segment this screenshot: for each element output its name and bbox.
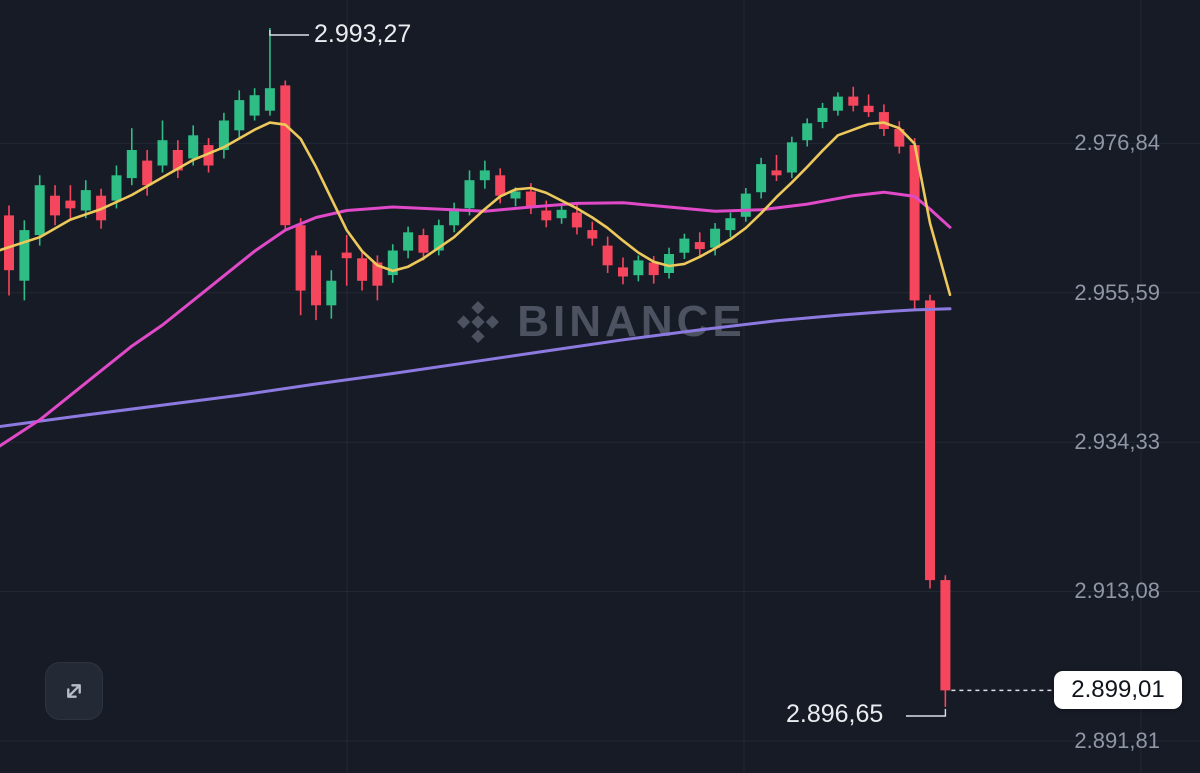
candle-body [817, 107, 828, 122]
candle-body [188, 135, 199, 159]
candle-body [495, 175, 506, 196]
candle-body [157, 140, 168, 166]
candle-body [34, 185, 45, 236]
candle-body [19, 230, 30, 281]
low-marker-line [906, 708, 947, 717]
candle-body [479, 170, 490, 181]
candle-body [556, 209, 567, 219]
ma-slow-line [0, 307, 952, 428]
ma-mid-line [0, 190, 952, 448]
candle-body [280, 85, 291, 226]
candle-body [218, 120, 229, 150]
candle-body [725, 218, 736, 231]
candle-body [878, 112, 889, 129]
last-price-tag[interactable]: 2.899,01 [1054, 671, 1182, 709]
candle-body [387, 250, 398, 276]
candle-body [126, 150, 137, 179]
candle-body [80, 190, 91, 211]
candle-body [172, 150, 183, 171]
high-price-label: 2.993,27 [314, 20, 412, 48]
candle-body [786, 142, 797, 173]
candle-body [694, 242, 705, 250]
expand-arrows-icon [67, 684, 81, 698]
candle-body [909, 145, 920, 301]
high-marker-line [269, 30, 309, 36]
candle-body [295, 225, 306, 291]
candle-body [710, 228, 721, 248]
candle-body [525, 191, 536, 207]
candle-body [541, 210, 552, 221]
candle-body [249, 95, 260, 116]
price-axis-label: 2.934,33 [1074, 429, 1160, 454]
candle-body [433, 225, 444, 251]
candle-body [771, 170, 782, 176]
fullscreen-button[interactable] [45, 662, 103, 720]
candle-body [418, 235, 429, 253]
low-price-label: 2.896,65 [786, 700, 884, 728]
candle-body [832, 96, 843, 111]
candle-body [633, 260, 644, 276]
candle-body [234, 100, 245, 131]
candle-body [802, 123, 813, 141]
candle-body [326, 280, 337, 306]
candle-body [341, 252, 352, 259]
candles-group [4, 28, 951, 707]
candle-body [940, 580, 951, 691]
candle-body [740, 193, 751, 217]
candle-body [357, 258, 368, 281]
candle-body [4, 215, 14, 271]
candle-body [464, 180, 475, 209]
candle-body [111, 175, 122, 201]
candle-body [756, 164, 767, 193]
candle-body [848, 96, 859, 106]
candle-body [311, 255, 321, 306]
candle-body [648, 262, 659, 276]
candle-body [587, 230, 598, 239]
candle-body [203, 145, 214, 166]
candle-body [925, 300, 935, 581]
candle-body [372, 262, 383, 286]
price-axis-label: 2.891,81 [1074, 728, 1160, 753]
candle-body [142, 160, 153, 186]
candle-body [679, 238, 690, 253]
candle-body [50, 195, 60, 216]
candle-body [894, 129, 905, 147]
candle-body [602, 245, 613, 266]
price-axis-label: 2.955,59 [1074, 280, 1160, 305]
candle-body [664, 254, 674, 273]
candle-body [264, 88, 275, 111]
candle-body [571, 212, 582, 228]
ma-fast-line [0, 121, 952, 297]
candle-body [510, 191, 521, 199]
candle-body [618, 267, 628, 277]
candle-body [449, 208, 460, 226]
candle-body [403, 232, 414, 251]
candle-body [863, 105, 874, 113]
candle-body [65, 200, 76, 209]
price-axis-label: 2.913,08 [1074, 578, 1160, 603]
price-axis[interactable]: 2.976,84 2.955,59 2.934,33 2.913,08 2.891,81 [1040, 0, 1200, 773]
price-axis-label: 2.976,84 [1074, 130, 1160, 155]
